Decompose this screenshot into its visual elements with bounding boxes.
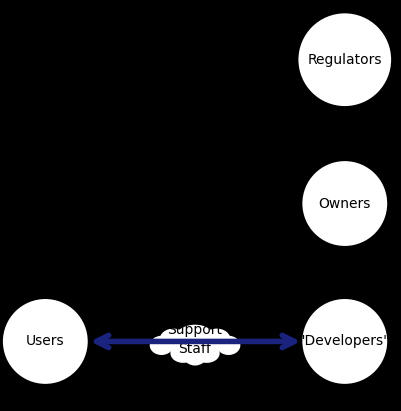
Text: "Developers": "Developers" bbox=[299, 335, 391, 349]
Circle shape bbox=[304, 162, 386, 245]
Text: Regulators: Regulators bbox=[308, 53, 382, 67]
Ellipse shape bbox=[217, 336, 240, 355]
Ellipse shape bbox=[175, 325, 215, 350]
Text: Owners: Owners bbox=[318, 196, 371, 210]
Text: Users: Users bbox=[26, 335, 65, 349]
Circle shape bbox=[4, 300, 87, 383]
Ellipse shape bbox=[203, 328, 231, 350]
Ellipse shape bbox=[184, 349, 206, 365]
Circle shape bbox=[304, 300, 386, 383]
Text: Support: Support bbox=[168, 323, 223, 337]
Text: Staff: Staff bbox=[178, 342, 211, 356]
Circle shape bbox=[300, 14, 390, 105]
Ellipse shape bbox=[170, 344, 196, 363]
Ellipse shape bbox=[150, 336, 173, 355]
Ellipse shape bbox=[194, 344, 220, 363]
Ellipse shape bbox=[160, 328, 187, 350]
